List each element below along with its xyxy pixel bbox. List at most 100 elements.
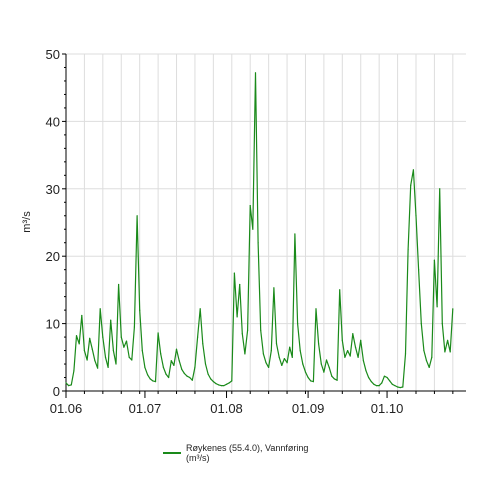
data-point <box>157 332 159 334</box>
data-point <box>254 72 257 74</box>
data-point <box>362 360 364 362</box>
data-point <box>375 385 378 387</box>
data-point <box>331 375 333 377</box>
data-point <box>78 343 80 345</box>
data-point <box>265 362 267 364</box>
y-tick-label: 0 <box>53 384 60 399</box>
data-point <box>347 350 349 352</box>
data-point <box>94 360 96 362</box>
data-point <box>297 323 299 325</box>
data-point <box>241 333 243 335</box>
data-point <box>110 319 112 321</box>
legend-unit: (m³/s) <box>186 453 210 463</box>
y-axis-title: m³/s <box>21 211 33 233</box>
data-point <box>275 343 278 345</box>
legend: Røykenes (55.4.0), Vannføring (m³/s) <box>163 443 308 463</box>
data-point <box>389 380 391 382</box>
data-point <box>104 356 107 358</box>
data-point <box>199 308 201 310</box>
data-point <box>173 364 175 366</box>
data-point <box>86 359 88 361</box>
data-point <box>415 215 417 217</box>
data-point <box>244 353 246 355</box>
data-point <box>194 366 196 368</box>
series-layer <box>65 72 454 389</box>
data-point <box>81 314 83 317</box>
data-point <box>391 383 393 385</box>
data-point <box>141 350 143 352</box>
data-point <box>339 289 341 291</box>
data-point <box>260 329 262 331</box>
data-point <box>233 272 235 274</box>
data-point <box>315 308 317 310</box>
data-point <box>341 339 343 341</box>
data-point <box>302 363 304 365</box>
data-point <box>394 385 396 387</box>
data-point <box>133 326 135 328</box>
x-tick-label: 01.08 <box>210 401 243 416</box>
data-point <box>433 259 435 261</box>
data-point <box>452 308 454 310</box>
data-point <box>344 356 346 358</box>
data-point <box>402 386 404 388</box>
data-point <box>270 350 272 352</box>
y-tick-label: 30 <box>46 182 60 197</box>
data-point <box>323 371 325 373</box>
data-point <box>444 351 446 353</box>
data-point <box>378 385 380 387</box>
data-point <box>268 366 270 368</box>
data-point <box>278 356 280 358</box>
data-point <box>283 358 285 360</box>
data-point <box>118 283 120 286</box>
data-point <box>333 378 335 380</box>
data-point <box>99 308 101 310</box>
data-point <box>373 383 375 385</box>
data-point <box>368 376 370 379</box>
data-point <box>189 376 191 379</box>
data-point <box>70 384 72 386</box>
data-point <box>431 356 433 358</box>
data-point <box>304 371 307 373</box>
data-point <box>197 336 199 338</box>
data-point <box>286 362 288 364</box>
data-point <box>428 366 430 368</box>
data-point <box>144 366 146 368</box>
data-point <box>75 335 78 337</box>
x-axis: 01.06 01.07 01.08 01.09 01.10 <box>50 390 466 416</box>
x-tick-label: 01.09 <box>292 401 325 416</box>
data-point <box>281 364 283 366</box>
y-tick-label: 20 <box>46 249 60 264</box>
data-point <box>289 346 291 348</box>
data-point <box>320 363 322 365</box>
data-point <box>239 283 241 286</box>
data-point <box>168 376 170 379</box>
data-point <box>370 381 372 383</box>
data-point <box>152 380 154 382</box>
data-point <box>225 383 228 385</box>
data-point <box>425 360 428 362</box>
series-points <box>65 72 454 389</box>
data-point <box>186 375 188 377</box>
data-point <box>123 346 125 348</box>
data-point <box>291 356 293 358</box>
data-point <box>381 382 383 384</box>
data-point <box>336 379 338 381</box>
data-point <box>354 346 357 348</box>
data-point <box>131 359 133 361</box>
data-point <box>191 379 193 381</box>
data-point <box>112 350 114 352</box>
data-point <box>294 233 296 235</box>
data-point <box>125 340 128 342</box>
data-point <box>68 385 70 387</box>
data-point <box>383 375 385 377</box>
data-point <box>175 348 178 350</box>
data-point <box>147 374 149 376</box>
data-point <box>236 316 238 318</box>
data-point <box>249 205 251 207</box>
data-point <box>412 169 414 171</box>
data-point <box>404 353 407 355</box>
data-point <box>307 376 309 379</box>
x-tick-label: 01.07 <box>129 401 162 416</box>
x-tick-label: 01.10 <box>371 401 404 416</box>
data-point <box>310 380 312 382</box>
